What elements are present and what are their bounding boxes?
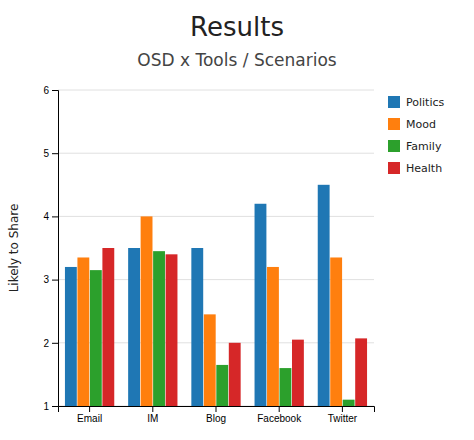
series (102, 248, 367, 406)
y-axis-label: Likely to Share (7, 204, 21, 293)
x-axis: Email IM Blog Facebook Twitter (59, 406, 375, 424)
chart: Results OSD x Tools / Scenarios 1 2 3 4 5 6 Emai… (0, 0, 474, 440)
subtitle: OSD x Tools / Scenarios (137, 50, 336, 70)
x-tick: IM (147, 406, 158, 424)
tick-label: Facebook (257, 413, 302, 424)
legend-item: Politics (388, 96, 445, 109)
bar (216, 365, 228, 406)
legend-swatch (388, 96, 400, 108)
series (90, 251, 355, 406)
bars (65, 185, 367, 406)
bar (102, 248, 114, 406)
tick-label: 3 (43, 274, 49, 285)
series (65, 185, 330, 406)
legend-item: Health (388, 162, 442, 175)
tick-mark (52, 343, 58, 344)
legend-label: Politics (406, 96, 445, 109)
tick-mark (89, 406, 90, 412)
x-tick: Facebook (257, 406, 302, 424)
x-tick: Email (77, 406, 102, 424)
y-tick: 3 (43, 274, 58, 285)
tick-mark (52, 153, 58, 154)
tick-label: 2 (43, 338, 49, 349)
tick-label: 6 (43, 85, 49, 96)
tick-mark (279, 406, 280, 412)
y-tick: 2 (43, 338, 58, 349)
bar (204, 314, 216, 406)
legend-swatch (388, 118, 400, 130)
legend-swatch (388, 140, 400, 152)
title: Results (190, 12, 284, 42)
legend-item: Mood (388, 118, 436, 131)
y-axis: 1 2 3 4 5 6 (43, 85, 58, 412)
y-tick: 5 (43, 148, 58, 159)
bar (355, 338, 367, 406)
bar (141, 216, 153, 406)
bar (330, 257, 342, 406)
tick-mark (52, 280, 58, 281)
legend: Politics Mood Family Health (388, 96, 445, 175)
tick-mark (342, 406, 343, 412)
bar (343, 400, 355, 406)
x-tick: Blog (206, 406, 226, 424)
grid-line (58, 90, 374, 91)
y-tick: 4 (43, 211, 58, 222)
tick-label: Blog (206, 413, 226, 424)
tick-label: IM (147, 413, 158, 424)
x-tick: Twitter (328, 406, 358, 424)
legend-label: Mood (406, 118, 436, 131)
tick-label: 4 (43, 211, 49, 222)
tick-label: 1 (43, 401, 49, 412)
tick-mark (152, 406, 153, 412)
plot-area: 1 2 3 4 5 6 Email IM Blog Facebook Twitter (43, 85, 374, 440)
bar (191, 248, 203, 406)
y-tick: 1 (43, 401, 58, 412)
bar (90, 270, 102, 406)
tick-mark (216, 406, 217, 412)
bar (255, 204, 267, 406)
tick-label: Twitter (328, 413, 358, 424)
bar (292, 340, 304, 406)
bar (153, 251, 165, 406)
axis-domain (52, 91, 59, 407)
tick-mark (52, 90, 58, 91)
tick-label: 5 (43, 148, 49, 159)
bar (267, 267, 279, 406)
tick-label: Email (77, 413, 102, 424)
legend-swatch (388, 162, 400, 174)
legend-label: Health (406, 162, 442, 175)
tick-mark (52, 406, 58, 407)
axis-domain (59, 407, 375, 413)
bar (166, 254, 178, 406)
bar (65, 267, 77, 406)
bar (128, 248, 140, 406)
series (77, 216, 342, 406)
grid-line (58, 153, 374, 154)
y-tick: 6 (43, 85, 58, 96)
legend-item: Family (388, 140, 442, 153)
legend-label: Family (406, 140, 442, 153)
bar (318, 185, 330, 406)
bar (229, 343, 241, 406)
bar (77, 257, 89, 406)
tick-mark (52, 216, 58, 217)
bar (280, 368, 292, 406)
